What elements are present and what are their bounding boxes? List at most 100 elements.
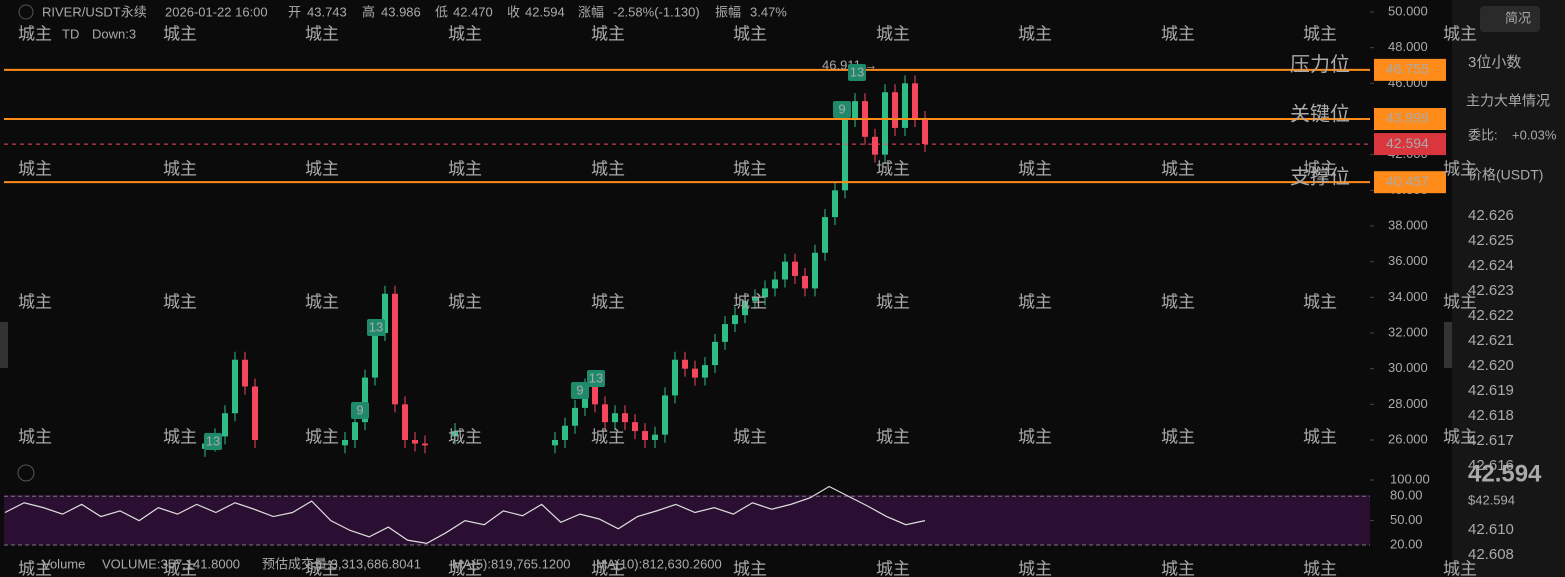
watermark: 城主 <box>305 24 339 43</box>
price-tick-label: 50.000 <box>1388 3 1428 18</box>
header-close: 42.594 <box>525 4 565 19</box>
right-handle[interactable] <box>1444 322 1452 368</box>
candle <box>752 297 758 301</box>
candle <box>732 315 738 325</box>
td-marker-label: 9 <box>838 101 845 116</box>
last-price: 42.594 <box>1468 460 1542 487</box>
indicator-value: Down:3 <box>92 26 136 41</box>
ask-price: 42.617 <box>1468 432 1514 449</box>
watermark: 城主 <box>163 292 197 311</box>
td-marker-label: 9 <box>576 382 583 397</box>
watermark: 城主 <box>163 559 197 577</box>
price-tick-label: 38.000 <box>1388 217 1428 232</box>
level-name: 支撑位 <box>1290 165 1350 188</box>
candle <box>762 288 768 298</box>
candle <box>792 261 798 276</box>
watermark: 城主 <box>1443 292 1477 311</box>
candle <box>562 425 568 440</box>
watermark: 城主 <box>1161 427 1195 446</box>
watermark: 城主 <box>448 427 482 446</box>
watermark: 城主 <box>448 559 482 577</box>
td-marker <box>204 433 222 450</box>
watermark: 城主 <box>1303 427 1337 446</box>
decimals[interactable]: 3位小数 <box>1468 54 1521 71</box>
header-open_label: 开 <box>288 4 301 19</box>
tab-button[interactable] <box>1480 6 1540 32</box>
header-low: 42.470 <box>453 4 493 19</box>
candle <box>612 413 618 423</box>
header-time: 2026-01-22 16:00 <box>165 4 268 19</box>
panel-bg <box>1452 0 1565 577</box>
candle <box>552 439 558 446</box>
candle <box>382 293 388 333</box>
candle <box>782 261 788 280</box>
collapse-button[interactable] <box>18 4 34 20</box>
header-high: 43.986 <box>381 4 421 19</box>
candle <box>892 92 898 128</box>
watermark: 城主 <box>1018 292 1052 311</box>
watermark: 城主 <box>305 159 339 178</box>
rsi-tick-label: 50.00 <box>1390 512 1423 527</box>
watermark: 城主 <box>1018 427 1052 446</box>
candle <box>222 413 228 437</box>
current-price-label: 42.594 <box>1386 135 1429 151</box>
watermark: 城主 <box>591 24 625 43</box>
volume-ma5: MA(5):819,765.1200 <box>452 556 571 571</box>
collapse-button[interactable] <box>17 464 35 482</box>
watermark: 城主 <box>733 292 767 311</box>
volume-ma10: MA(10):812,630.2600 <box>596 556 722 571</box>
header-close_label: 收 <box>507 4 520 19</box>
td-marker-label: 13 <box>589 370 603 385</box>
candle <box>882 92 888 155</box>
td-marker <box>587 370 605 387</box>
bid-price: 42.608 <box>1468 546 1514 563</box>
rsi-tick-label: 20.00 <box>1390 536 1423 551</box>
candle <box>392 293 398 405</box>
level-label: 43.999 <box>1386 110 1429 126</box>
level-label: 40.457 <box>1386 173 1429 189</box>
candle <box>422 443 428 446</box>
big-orders[interactable]: 主力大单情况 <box>1466 93 1550 109</box>
watermark: 城主 <box>1443 559 1477 577</box>
watermark: 城主 <box>876 559 910 577</box>
watermark: 城主 <box>18 159 52 178</box>
last-usd: $42.594 <box>1468 492 1515 507</box>
ask-price: 42.620 <box>1468 357 1514 374</box>
level-tag <box>1374 108 1446 131</box>
candle <box>722 324 728 342</box>
td-marker <box>571 382 589 399</box>
watermark: 城主 <box>1018 24 1052 43</box>
ask-price: 42.616 <box>1468 457 1514 474</box>
watermark: 城主 <box>18 24 52 43</box>
rsi-band <box>4 495 1370 545</box>
watermark: 城主 <box>18 559 52 577</box>
td-marker-label: 13 <box>850 64 864 79</box>
candle <box>342 439 348 446</box>
watermark: 城主 <box>1018 559 1052 577</box>
candle <box>242 359 248 387</box>
price-tick-label: 34.000 <box>1388 289 1428 304</box>
volume-volume: VOLUME:357,141.8000 <box>102 556 240 571</box>
watermark: 城主 <box>733 24 767 43</box>
td-marker-label: 13 <box>369 319 383 334</box>
candle <box>592 386 598 405</box>
ask-price: 42.626 <box>1468 207 1514 224</box>
candle <box>372 332 378 378</box>
watermark: 城主 <box>18 427 52 446</box>
price-tick-label: 32.000 <box>1388 324 1428 339</box>
watermark: 城主 <box>18 292 52 311</box>
candle <box>602 404 608 423</box>
price-tick-label: 36.000 <box>1388 253 1428 268</box>
ask-price: 42.622 <box>1468 307 1514 324</box>
header-amplitude_label: 振幅 <box>715 4 741 19</box>
ask-price: 42.618 <box>1468 407 1514 424</box>
header-high_label: 高 <box>362 4 375 19</box>
volume-title: Volume <box>42 556 85 571</box>
left-handle[interactable] <box>0 322 8 368</box>
candle <box>632 422 638 432</box>
watermark: 城主 <box>305 559 339 577</box>
watermark: 城主 <box>591 292 625 311</box>
watermark: 城主 <box>1018 159 1052 178</box>
td-marker-label: 9 <box>356 402 363 417</box>
watermark: 城主 <box>1303 159 1337 178</box>
